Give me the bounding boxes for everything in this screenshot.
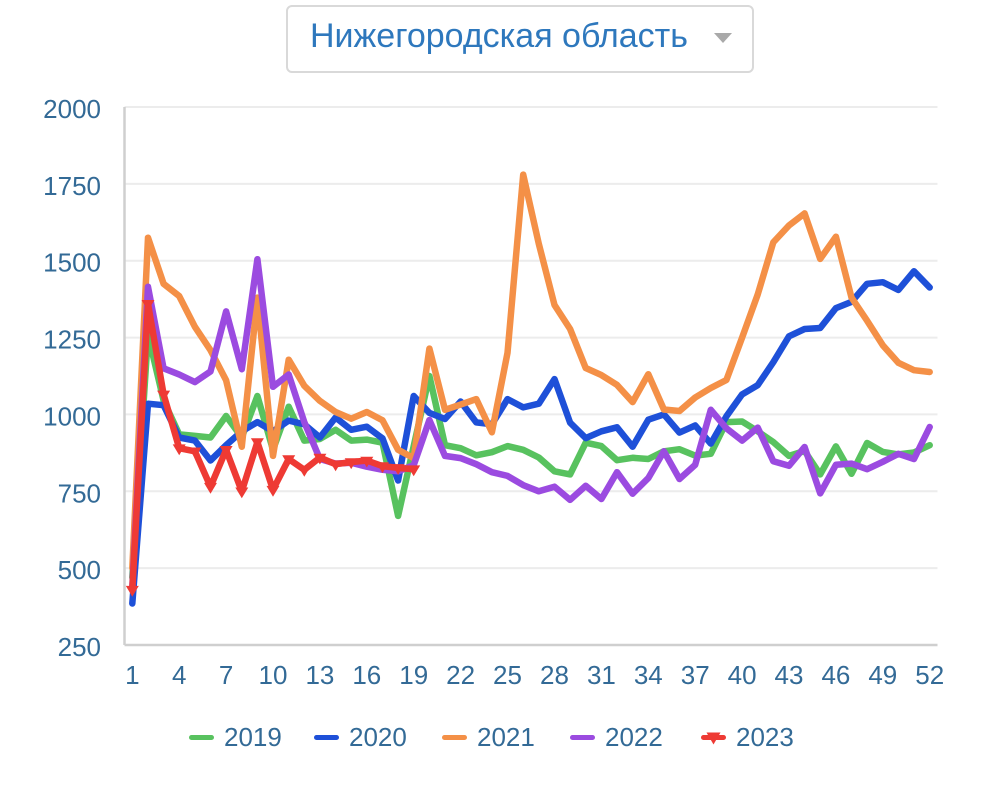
- svg-text:31: 31: [587, 660, 616, 690]
- svg-text:1500: 1500: [43, 248, 101, 278]
- svg-text:13: 13: [305, 660, 334, 690]
- svg-text:250: 250: [58, 632, 101, 662]
- svg-text:1: 1: [125, 660, 139, 690]
- svg-text:2000: 2000: [43, 94, 101, 124]
- svg-text:19: 19: [399, 660, 428, 690]
- svg-text:500: 500: [58, 555, 101, 585]
- svg-text:43: 43: [775, 660, 804, 690]
- svg-text:28: 28: [540, 660, 569, 690]
- svg-text:4: 4: [172, 660, 186, 690]
- svg-text:2021: 2021: [477, 722, 535, 752]
- svg-text:10: 10: [259, 660, 288, 690]
- svg-text:2022: 2022: [605, 722, 663, 752]
- svg-text:2023: 2023: [736, 722, 794, 752]
- svg-text:1000: 1000: [43, 401, 101, 431]
- svg-text:750: 750: [58, 478, 101, 508]
- svg-text:2020: 2020: [349, 722, 407, 752]
- svg-text:25: 25: [493, 660, 522, 690]
- svg-text:2019: 2019: [224, 722, 282, 752]
- svg-text:1750: 1750: [43, 171, 101, 201]
- svg-text:52: 52: [915, 660, 944, 690]
- svg-text:16: 16: [352, 660, 381, 690]
- svg-text:22: 22: [446, 660, 475, 690]
- svg-text:34: 34: [634, 660, 663, 690]
- svg-text:1250: 1250: [43, 325, 101, 355]
- svg-text:37: 37: [681, 660, 710, 690]
- svg-text:7: 7: [219, 660, 233, 690]
- svg-text:46: 46: [821, 660, 850, 690]
- svg-text:40: 40: [728, 660, 757, 690]
- svg-text:49: 49: [868, 660, 897, 690]
